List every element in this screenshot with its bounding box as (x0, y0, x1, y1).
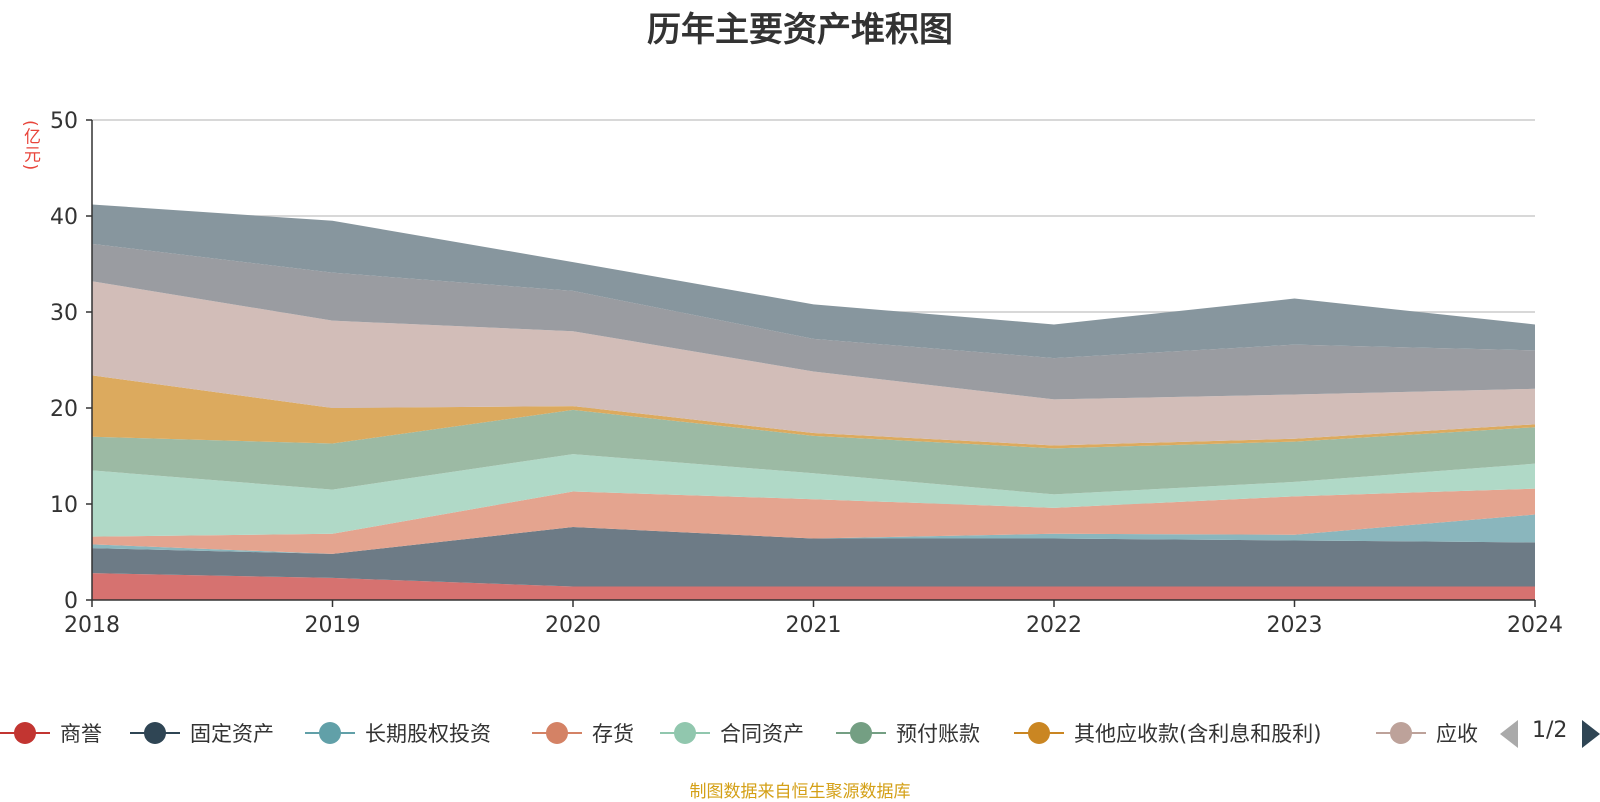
legend-label: 其他应收款(含利息和股利) (1074, 722, 1322, 746)
legend-item[interactable]: 商誉 (0, 714, 102, 752)
pager-prev-arrow-icon[interactable] (1500, 720, 1518, 748)
legend-item[interactable]: 存货 (532, 714, 634, 752)
legend-marker-icon (1376, 714, 1426, 752)
legend-item[interactable]: 长期股权投资 (305, 714, 491, 752)
area-series-8 (92, 243, 1535, 400)
legend: 商誉 固定资产 长期股权投资 存货 合同资产 预付账款 其他应收款(含利息和股利) 应收 (0, 714, 1600, 752)
source-note: 制图数据来自恒生聚源数据库 (689, 782, 911, 802)
legend-marker-icon (660, 714, 710, 752)
legend-item[interactable]: 预付账款 (836, 714, 980, 752)
area-series-9 (92, 204, 1535, 359)
tick-labels: 0 10 20 30 40 50 2018 2019 2020 2021 2022 2023 2024 (50, 109, 1563, 638)
chart-title: 历年主要资产堆积图 (647, 10, 953, 50)
area-series-3 (92, 488, 1535, 554)
area-series-7 (92, 281, 1535, 446)
y-tick-label: 30 (50, 301, 78, 326)
legend-item[interactable]: 固定资产 (130, 714, 274, 752)
legend-marker-icon (532, 714, 582, 752)
legend-label: 预付账款 (896, 722, 980, 746)
x-tick-label: 2021 (786, 613, 842, 638)
legend-label: 固定资产 (190, 722, 274, 746)
legend-marker-icon (1014, 714, 1064, 752)
x-tick-label: 2020 (545, 613, 601, 638)
y-tick-label: 50 (50, 109, 78, 134)
x-tick-label: 2023 (1267, 613, 1323, 638)
y-tick-label: 0 (64, 589, 78, 614)
legend-marker-icon (130, 714, 180, 752)
area-series-6 (92, 375, 1535, 449)
legend-marker-icon (305, 714, 355, 752)
legend-label: 合同资产 (720, 722, 804, 746)
y-tick-label: 40 (50, 205, 78, 230)
area-series (92, 204, 1535, 600)
y-tick-label: 20 (50, 397, 78, 422)
y-tick-label: 10 (50, 493, 78, 518)
legend-label: 长期股权投资 (365, 722, 491, 746)
legend-marker-icon (0, 714, 50, 752)
legend-item[interactable]: 应收 (1376, 714, 1478, 752)
legend-item[interactable]: 合同资产 (660, 714, 804, 752)
pager-page-indicator: 1/2 (1532, 718, 1568, 743)
x-tick-label: 2019 (305, 613, 361, 638)
stacked-area-chart: 0 10 20 30 40 50 2018 2019 2020 2021 2022 2023 2024 (50, 109, 1563, 638)
y-unit-label: (亿元) (20, 120, 40, 172)
legend-label: 商誉 (60, 722, 102, 746)
area-series-4 (92, 454, 1535, 537)
area-series-5 (92, 409, 1535, 495)
pager-next-arrow-icon[interactable] (1582, 720, 1600, 748)
x-tick-label: 2024 (1507, 613, 1563, 638)
legend-label: 应收 (1436, 722, 1478, 746)
x-tick-label: 2022 (1026, 613, 1082, 638)
legend-pager: 1/2 (1500, 714, 1600, 752)
legend-item[interactable]: 其他应收款(含利息和股利) (1014, 714, 1321, 752)
legend-label: 存货 (592, 722, 634, 746)
legend-marker-icon (836, 714, 886, 752)
x-tick-label: 2018 (64, 613, 120, 638)
area-series-1 (92, 527, 1535, 587)
axes (86, 119, 1536, 607)
